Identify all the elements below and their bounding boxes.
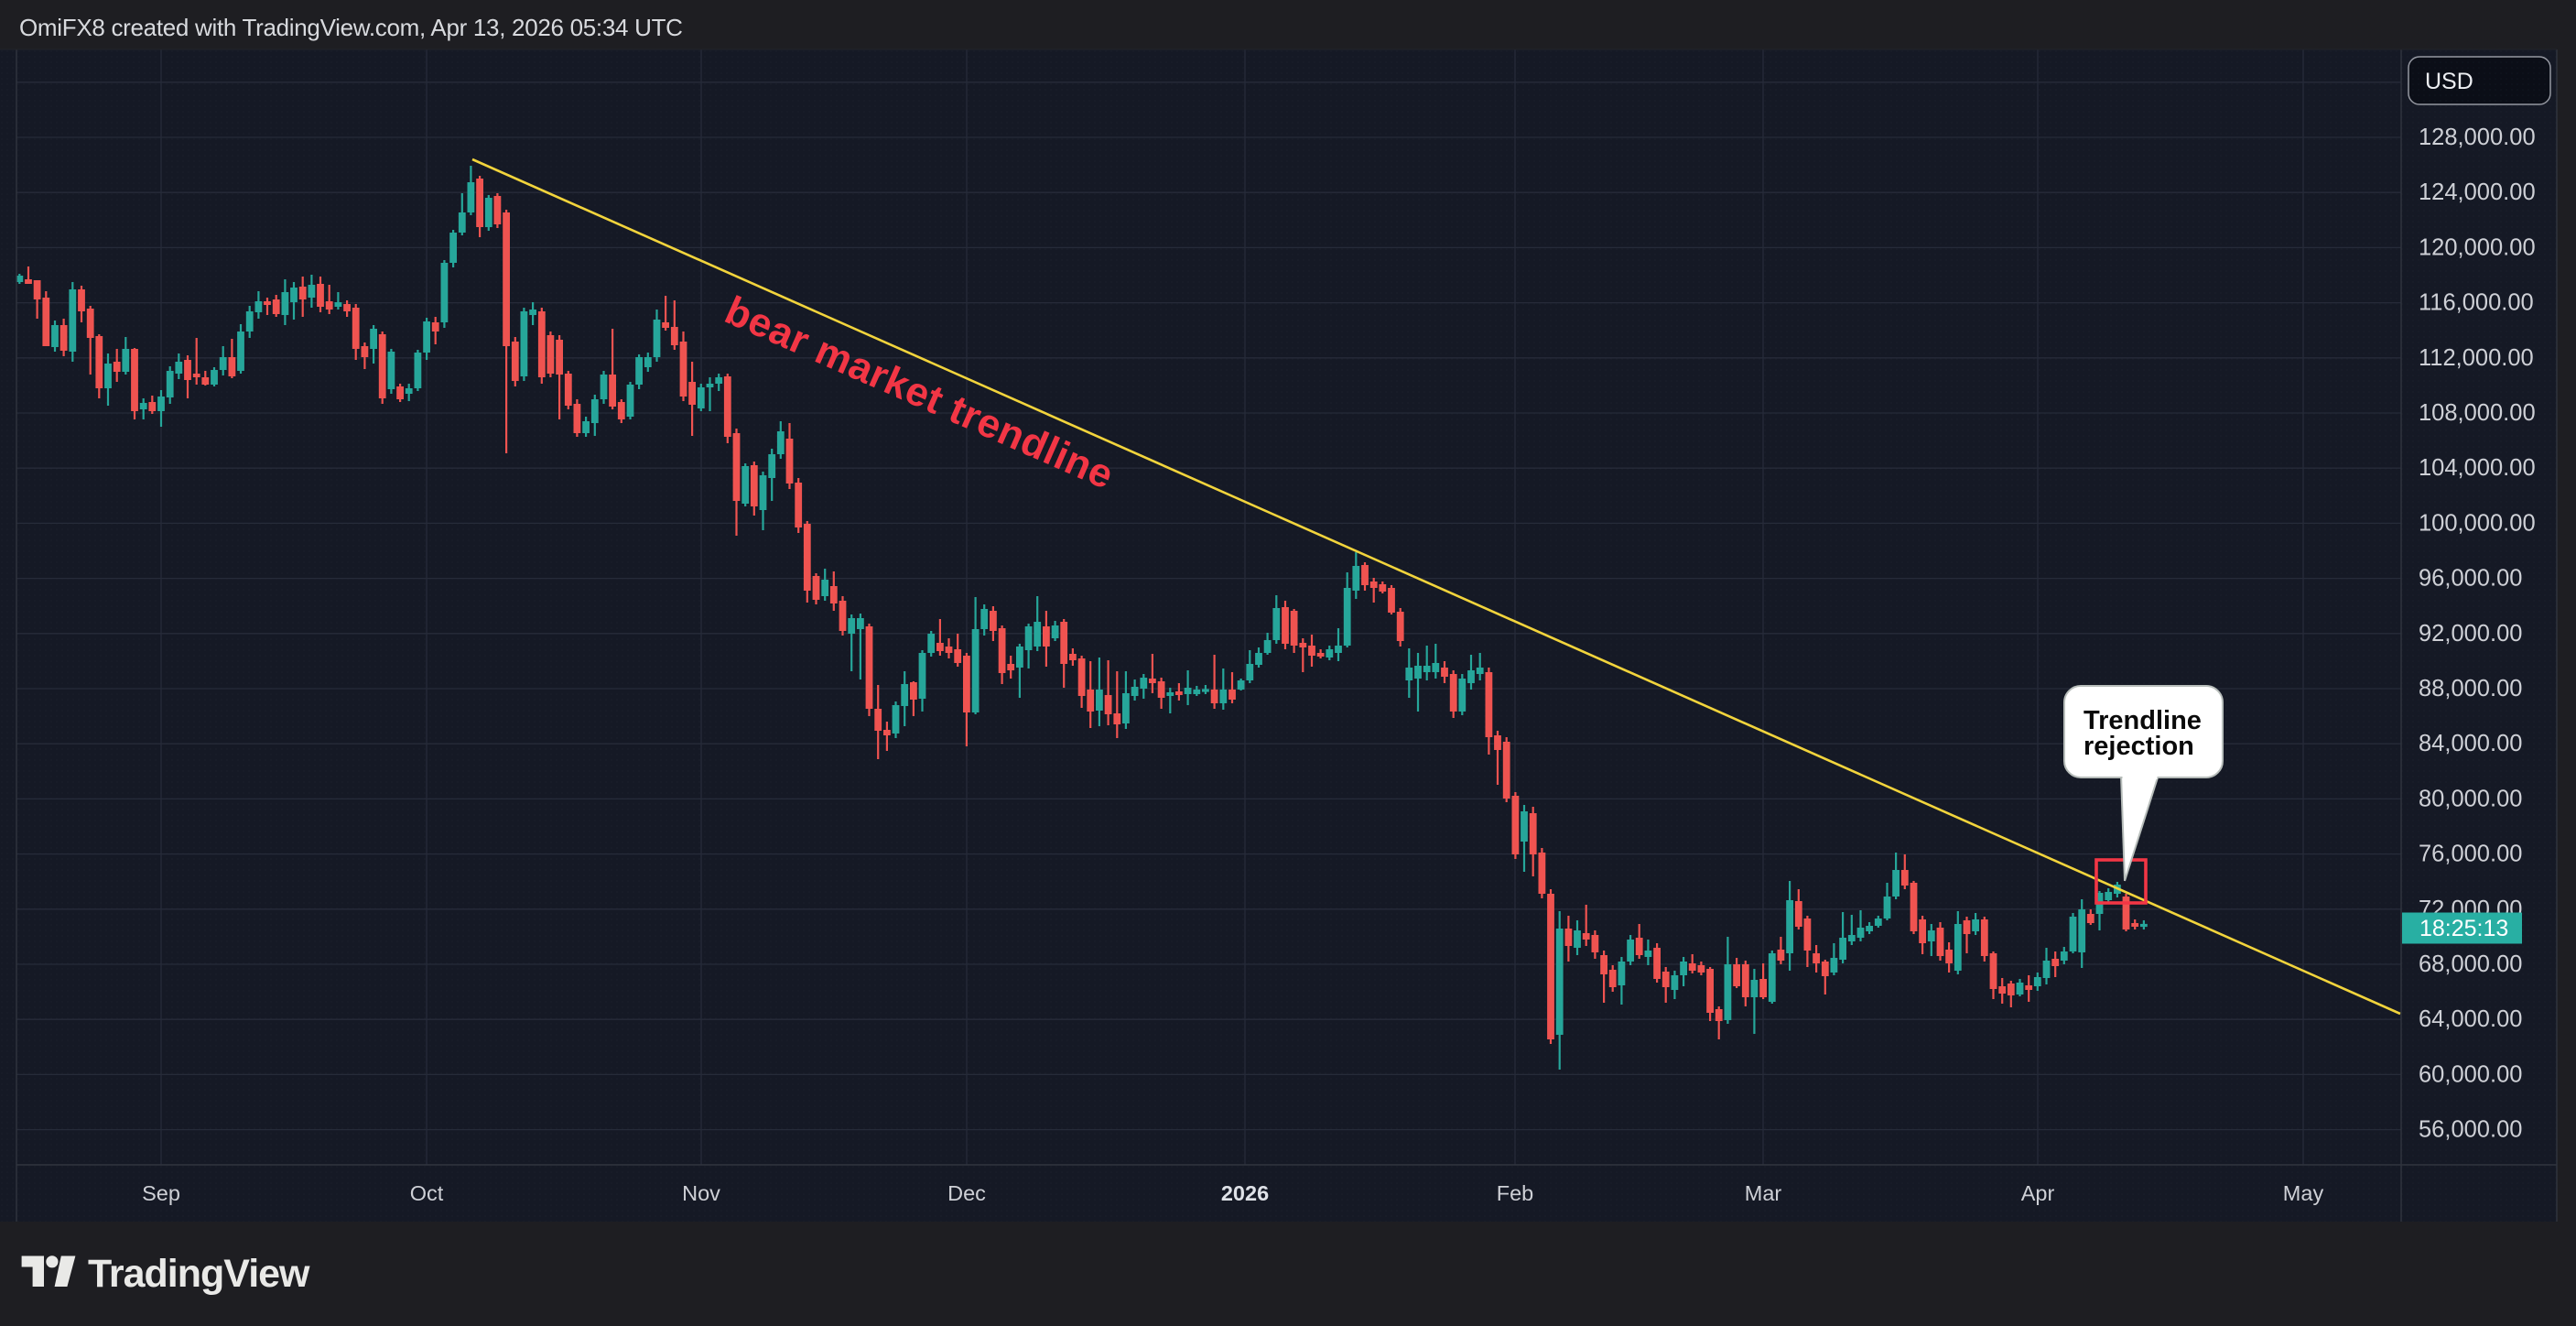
svg-text:88,000.00: 88,000.00 (2419, 676, 2522, 701)
svg-text:Dec: Dec (947, 1181, 986, 1205)
svg-text:64,000.00: 64,000.00 (2419, 1006, 2522, 1032)
svg-text:rejection: rejection (2084, 732, 2194, 761)
svg-text:124,000.00: 124,000.00 (2419, 179, 2536, 205)
svg-text:Feb: Feb (1497, 1181, 1534, 1205)
svg-text:76,000.00: 76,000.00 (2419, 842, 2522, 867)
svg-text:May: May (2283, 1181, 2324, 1205)
svg-text:96,000.00: 96,000.00 (2419, 566, 2522, 592)
svg-text:92,000.00: 92,000.00 (2419, 621, 2522, 647)
svg-text:84,000.00: 84,000.00 (2419, 731, 2522, 756)
svg-text:OmiFX8 created with TradingVie: OmiFX8 created with TradingView.com, Apr… (19, 14, 683, 41)
svg-text:2026: 2026 (1221, 1181, 1269, 1205)
svg-text:112,000.00: 112,000.00 (2419, 345, 2534, 371)
svg-text:60,000.00: 60,000.00 (2419, 1061, 2522, 1087)
svg-text:Oct: Oct (410, 1181, 444, 1205)
svg-text:80,000.00: 80,000.00 (2419, 786, 2522, 811)
svg-text:100,000.00: 100,000.00 (2419, 510, 2536, 536)
svg-text:108,000.00: 108,000.00 (2419, 400, 2536, 426)
svg-text:120,000.00: 120,000.00 (2419, 234, 2536, 260)
svg-text:Sep: Sep (142, 1181, 180, 1205)
svg-text:Nov: Nov (682, 1181, 720, 1205)
svg-text:Trendline: Trendline (2084, 706, 2202, 735)
svg-text:Apr: Apr (2021, 1181, 2055, 1205)
svg-text:18:25:13: 18:25:13 (2419, 916, 2508, 941)
svg-text:Mar: Mar (1745, 1181, 1782, 1205)
svg-text:68,000.00: 68,000.00 (2419, 951, 2522, 977)
svg-text:128,000.00: 128,000.00 (2419, 125, 2536, 150)
svg-text:USD: USD (2425, 69, 2473, 94)
svg-text:56,000.00: 56,000.00 (2419, 1117, 2522, 1143)
svg-text:104,000.00: 104,000.00 (2419, 455, 2536, 481)
svg-text:116,000.00: 116,000.00 (2419, 290, 2534, 316)
svg-text:TradingView: TradingView (88, 1252, 310, 1296)
